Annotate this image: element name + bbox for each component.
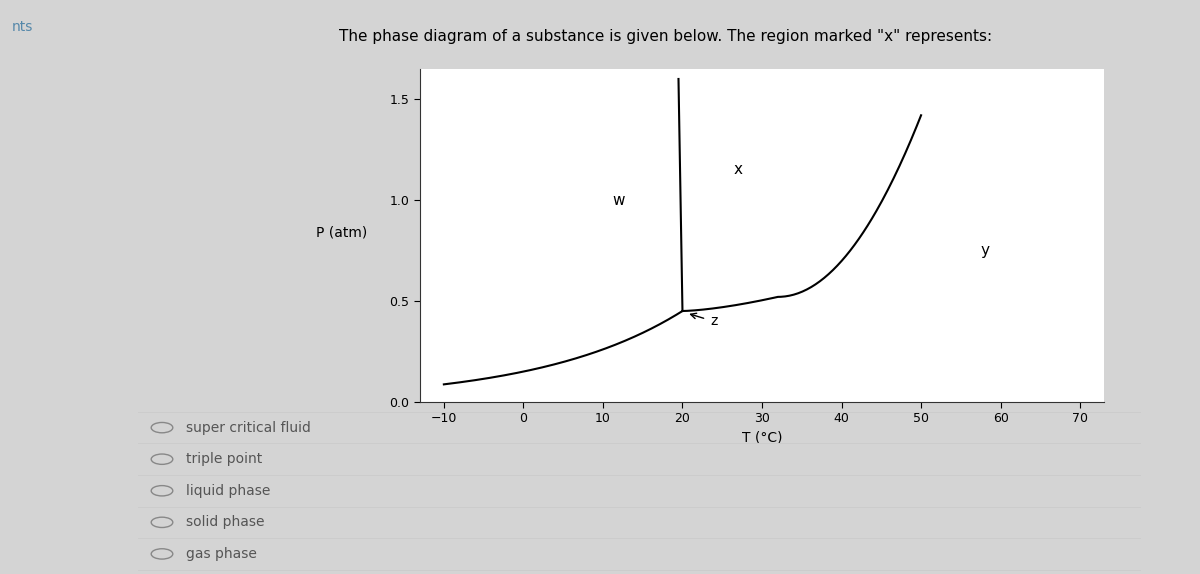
Text: nts: nts [12,20,34,34]
Text: liquid phase: liquid phase [186,484,270,498]
Text: w: w [612,192,625,208]
Text: The phase diagram of a substance is given below. The region marked "x" represent: The phase diagram of a substance is give… [340,29,992,44]
Text: super critical fluid: super critical fluid [186,421,311,435]
Text: P (atm): P (atm) [317,226,367,239]
Text: solid phase: solid phase [186,515,264,529]
Text: triple point: triple point [186,452,263,466]
Text: y: y [980,243,989,258]
Text: z: z [710,314,718,328]
X-axis label: T (°C): T (°C) [742,430,782,445]
Text: gas phase: gas phase [186,547,257,561]
Text: x: x [733,162,743,177]
